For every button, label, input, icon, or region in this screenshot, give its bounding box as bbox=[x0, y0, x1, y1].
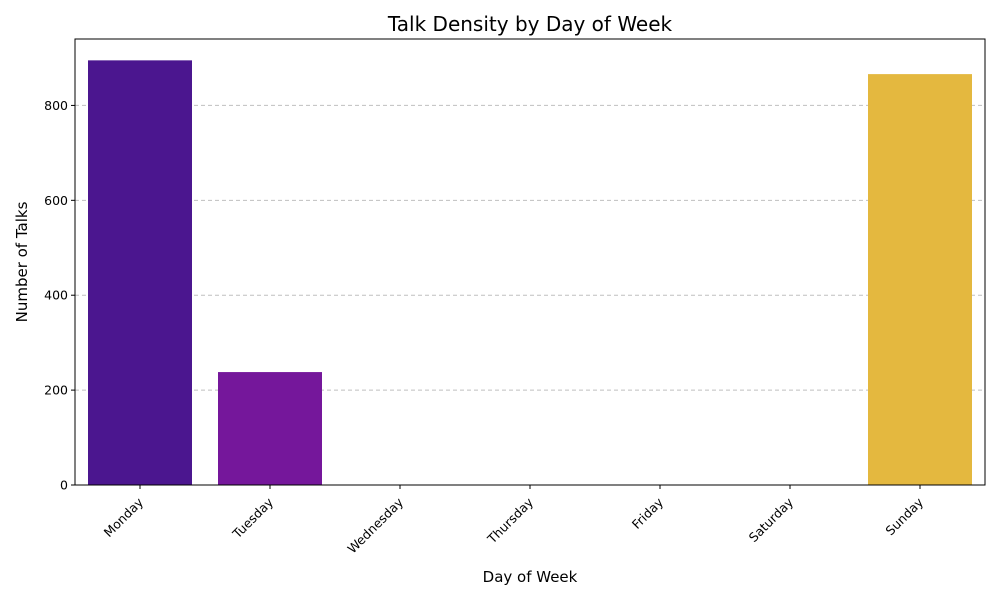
y-tick-label: 400 bbox=[44, 288, 68, 303]
y-tick-label: 0 bbox=[60, 478, 68, 493]
gridlines bbox=[75, 104, 985, 391]
bars bbox=[88, 60, 972, 485]
bar-monday bbox=[88, 60, 192, 485]
x-tick-label-saturday: Saturday bbox=[746, 494, 797, 545]
x-tick-label-thursday: Thursday bbox=[484, 494, 537, 547]
x-tick-label-tuesday: Tuesday bbox=[229, 494, 277, 542]
chart-title: Talk Density by Day of Week bbox=[387, 12, 673, 36]
x-tick-label-sunday: Sunday bbox=[882, 494, 926, 538]
bar-sunday bbox=[868, 74, 972, 485]
x-tick-label-monday: Monday bbox=[101, 494, 147, 540]
y-tick-label: 200 bbox=[44, 383, 68, 398]
y-tick-label: 800 bbox=[44, 98, 68, 113]
x-tick-label-wednesday: Wednesday bbox=[344, 494, 406, 556]
y-axis-label: Number of Talks bbox=[13, 201, 31, 322]
x-tick-label-friday: Friday bbox=[629, 494, 667, 532]
bar-tuesday bbox=[218, 372, 322, 485]
y-tick-label: 600 bbox=[44, 193, 68, 208]
x-axis-label: Day of Week bbox=[483, 568, 578, 586]
